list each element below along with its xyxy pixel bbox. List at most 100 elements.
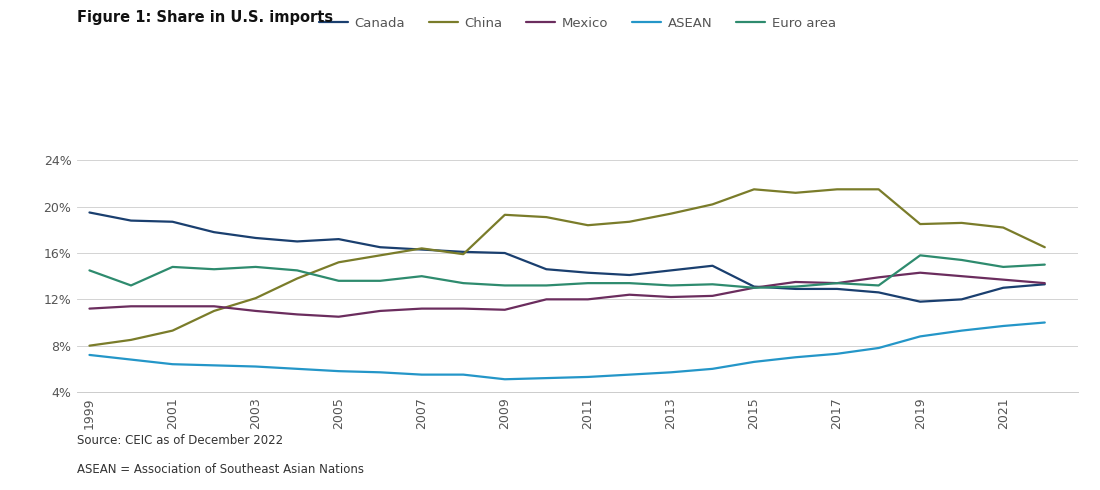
Canada bbox=[415, 246, 428, 252]
Mexico bbox=[166, 303, 179, 309]
China bbox=[208, 308, 221, 314]
Canada bbox=[997, 285, 1010, 291]
Line: ASEAN: ASEAN bbox=[89, 322, 1045, 379]
Euro area bbox=[82, 268, 96, 273]
Line: China: China bbox=[89, 189, 1045, 345]
ASEAN bbox=[456, 372, 470, 378]
Euro area bbox=[623, 280, 636, 286]
Canada bbox=[82, 210, 96, 216]
ASEAN bbox=[706, 366, 719, 372]
Euro area bbox=[208, 266, 221, 272]
Text: Figure 1: Share in U.S. imports: Figure 1: Share in U.S. imports bbox=[77, 10, 333, 25]
China bbox=[997, 224, 1010, 230]
China bbox=[456, 251, 470, 257]
Euro area bbox=[830, 280, 844, 286]
ASEAN bbox=[789, 354, 802, 360]
China bbox=[124, 337, 138, 343]
Legend: Canada, China, Mexico, ASEAN, Euro area: Canada, China, Mexico, ASEAN, Euro area bbox=[314, 11, 842, 35]
Canada bbox=[789, 286, 802, 292]
ASEAN bbox=[124, 357, 138, 363]
ASEAN bbox=[290, 366, 304, 372]
Canada bbox=[664, 268, 678, 273]
China bbox=[249, 295, 262, 301]
Mexico bbox=[415, 306, 428, 312]
Mexico bbox=[540, 296, 553, 302]
ASEAN bbox=[664, 369, 678, 375]
China bbox=[498, 212, 512, 218]
Canada bbox=[830, 286, 844, 292]
ASEAN bbox=[166, 361, 179, 367]
ASEAN bbox=[830, 351, 844, 357]
ASEAN bbox=[955, 328, 968, 334]
Mexico bbox=[872, 274, 886, 280]
Canada bbox=[208, 229, 221, 235]
ASEAN bbox=[332, 368, 345, 374]
Text: Source: CEIC as of December 2022: Source: CEIC as of December 2022 bbox=[77, 434, 283, 447]
Canada bbox=[456, 249, 470, 255]
Canada bbox=[872, 290, 886, 295]
Euro area bbox=[540, 283, 553, 289]
Line: Mexico: Mexico bbox=[89, 273, 1045, 317]
Mexico bbox=[374, 308, 387, 314]
Canada bbox=[332, 236, 345, 242]
Mexico bbox=[955, 273, 968, 279]
Mexico bbox=[623, 292, 636, 297]
Mexico bbox=[332, 314, 345, 319]
Mexico bbox=[82, 306, 96, 312]
Canada bbox=[249, 235, 262, 241]
ASEAN bbox=[374, 369, 387, 375]
Mexico bbox=[456, 306, 470, 312]
Canada bbox=[914, 299, 927, 305]
China bbox=[664, 211, 678, 217]
Euro area bbox=[789, 284, 802, 290]
Canada bbox=[124, 218, 138, 223]
ASEAN bbox=[498, 376, 512, 382]
Canada bbox=[290, 239, 304, 245]
China bbox=[789, 190, 802, 196]
Mexico bbox=[747, 285, 760, 291]
Mexico bbox=[997, 277, 1010, 283]
ASEAN bbox=[82, 352, 96, 358]
Mexico bbox=[249, 308, 262, 314]
Mexico bbox=[914, 270, 927, 276]
Euro area bbox=[747, 285, 760, 291]
ASEAN bbox=[872, 345, 886, 351]
Euro area bbox=[456, 280, 470, 286]
China bbox=[914, 221, 927, 227]
ASEAN bbox=[208, 363, 221, 368]
China bbox=[623, 219, 636, 225]
ASEAN bbox=[997, 323, 1010, 329]
Canada bbox=[747, 284, 760, 290]
ASEAN bbox=[747, 359, 760, 365]
China bbox=[581, 222, 594, 228]
China bbox=[955, 220, 968, 226]
Mexico bbox=[290, 312, 304, 318]
China bbox=[166, 328, 179, 334]
Canada bbox=[1038, 281, 1052, 287]
Canada bbox=[581, 270, 594, 276]
China bbox=[747, 186, 760, 192]
China bbox=[1038, 245, 1052, 250]
ASEAN bbox=[1038, 319, 1052, 325]
Euro area bbox=[914, 252, 927, 258]
Canada bbox=[706, 263, 719, 269]
Mexico bbox=[664, 294, 678, 300]
China bbox=[415, 245, 428, 251]
China bbox=[706, 201, 719, 207]
Euro area bbox=[290, 268, 304, 273]
Canada bbox=[498, 250, 512, 256]
Mexico bbox=[581, 296, 594, 302]
Mexico bbox=[498, 307, 512, 313]
Canada bbox=[540, 266, 553, 272]
Euro area bbox=[872, 283, 886, 289]
China bbox=[540, 214, 553, 220]
Mexico bbox=[124, 303, 138, 309]
China bbox=[374, 252, 387, 258]
Euro area bbox=[124, 283, 138, 289]
China bbox=[332, 259, 345, 265]
Canada bbox=[955, 296, 968, 302]
ASEAN bbox=[415, 372, 428, 378]
Euro area bbox=[249, 264, 262, 270]
ASEAN bbox=[914, 334, 927, 340]
Euro area bbox=[581, 280, 594, 286]
